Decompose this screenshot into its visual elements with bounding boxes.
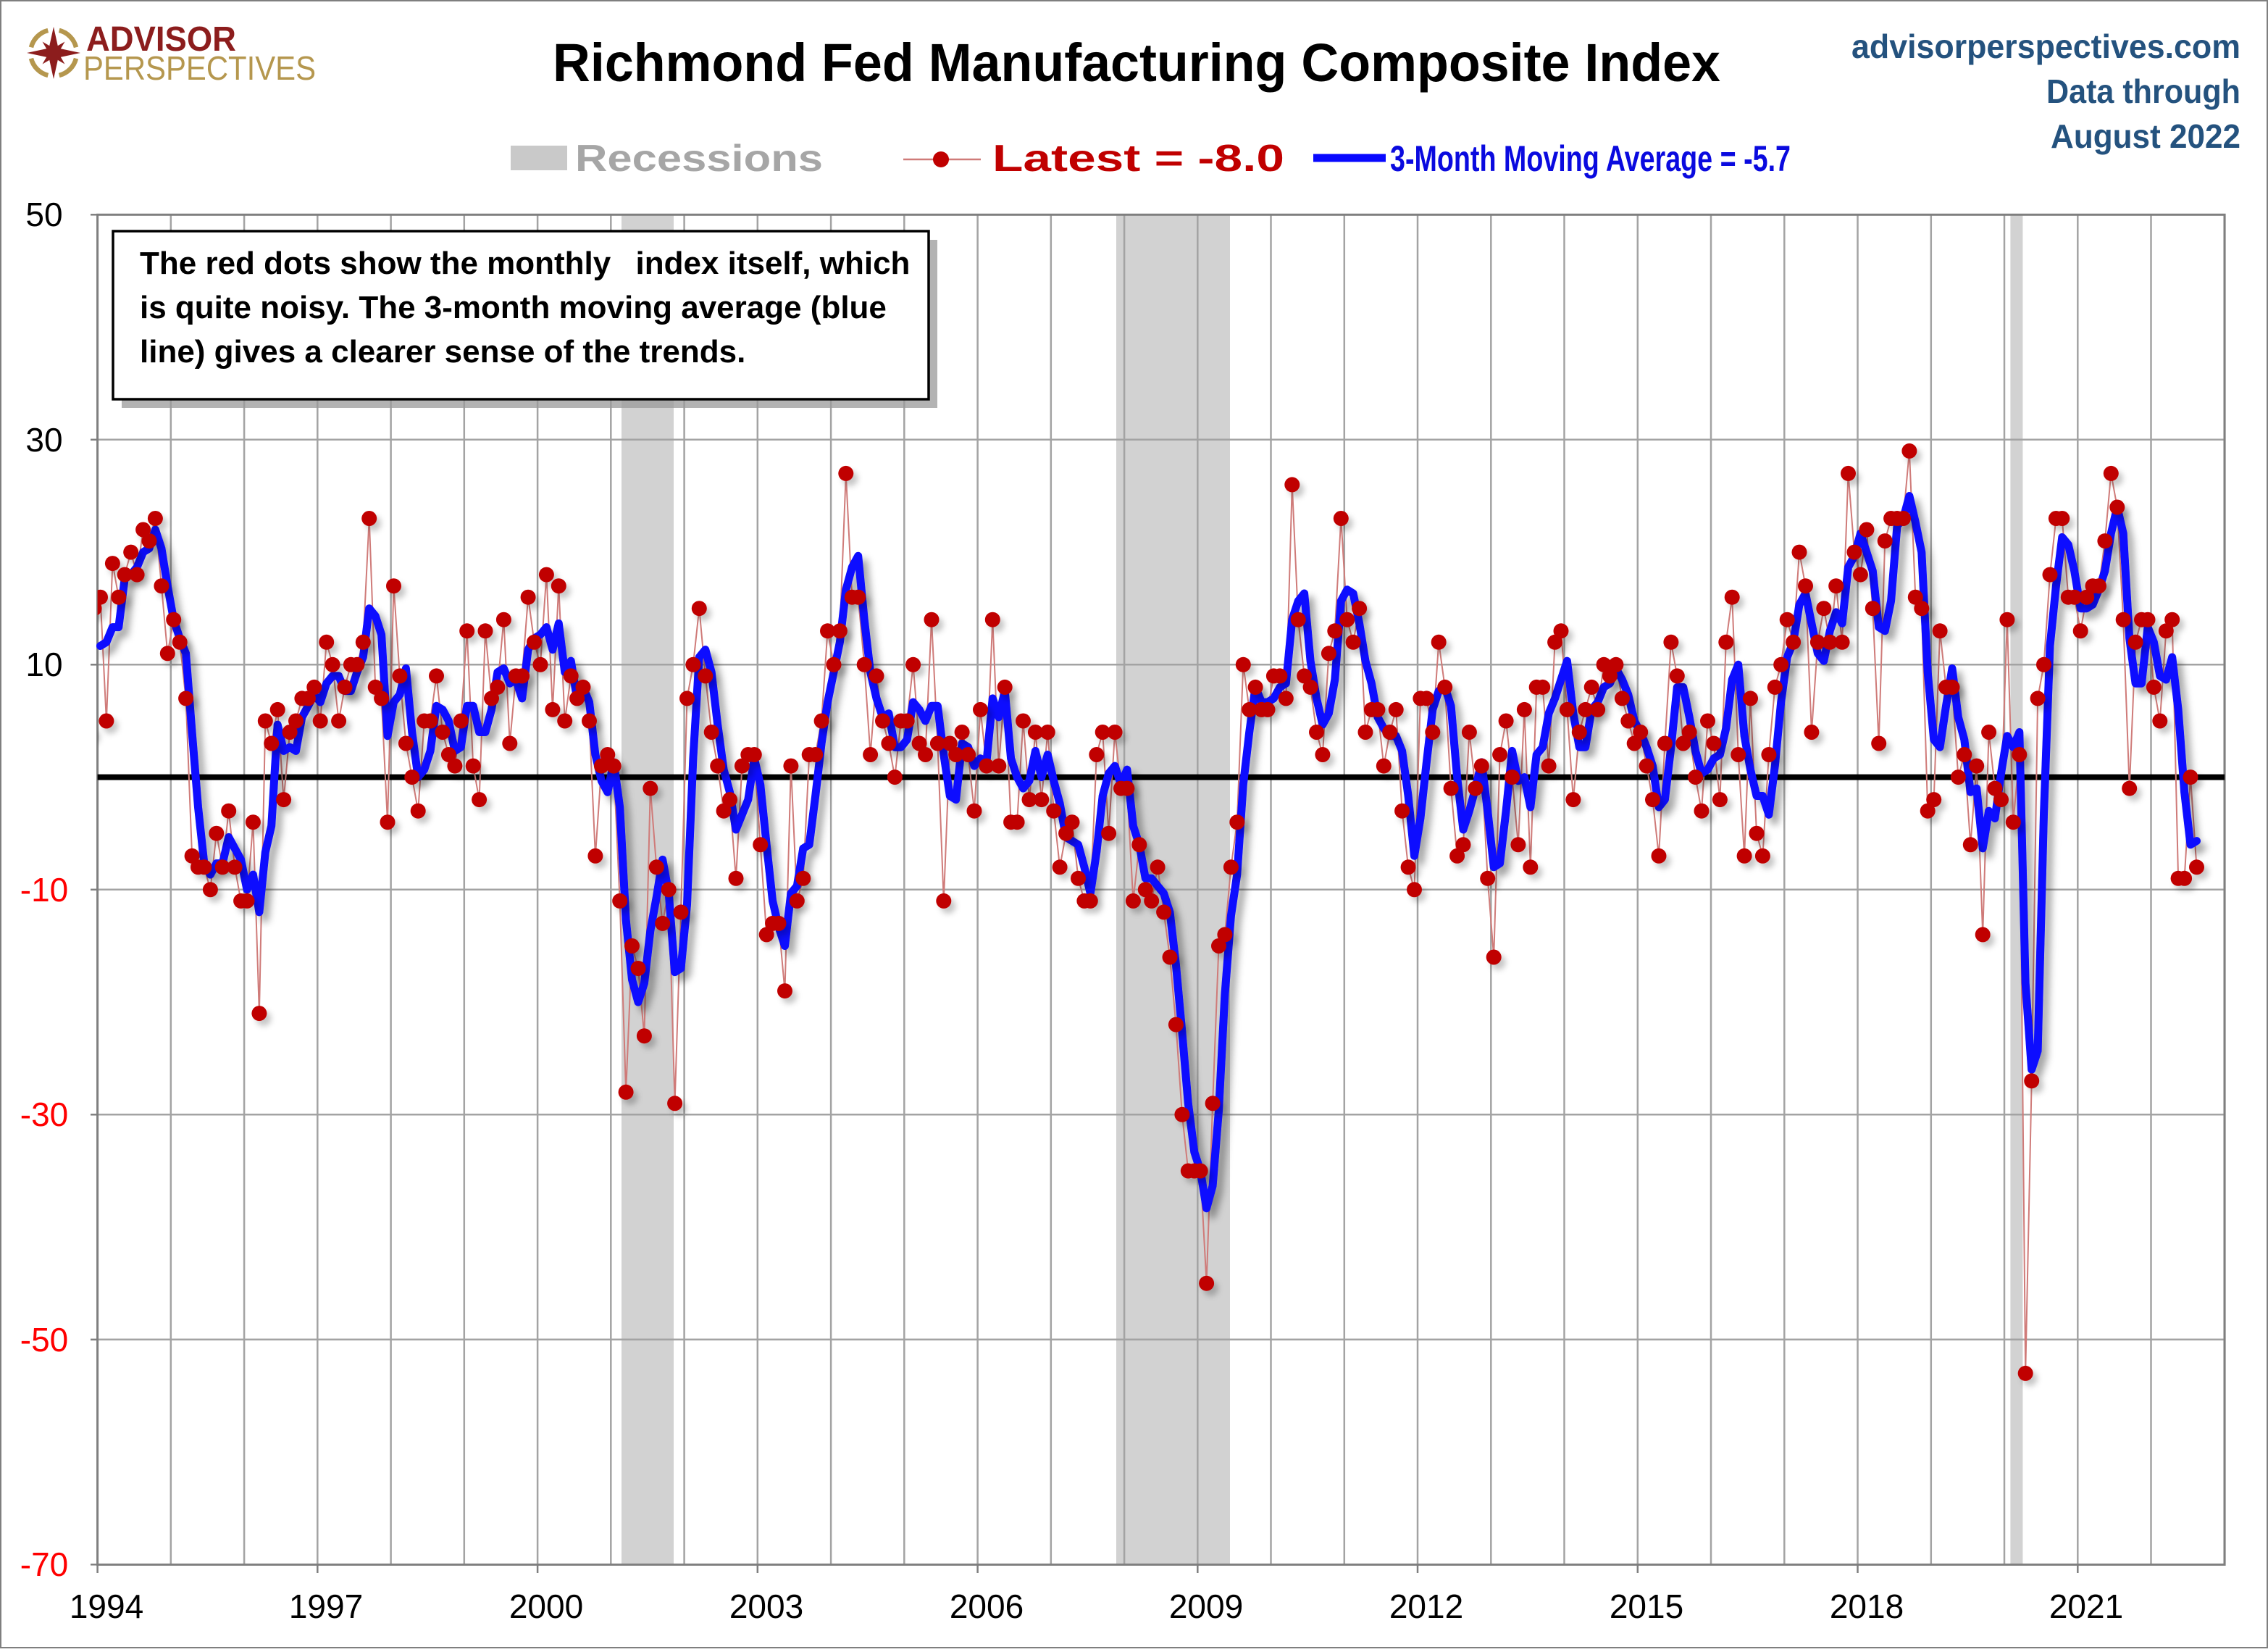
svg-text:1997: 1997 bbox=[289, 1588, 363, 1625]
svg-text:2021: 2021 bbox=[2049, 1588, 2123, 1625]
svg-text:August 2022: August 2022 bbox=[2051, 117, 2240, 155]
svg-text:PERSPECTIVES: PERSPECTIVES bbox=[83, 49, 316, 87]
svg-text:-10: -10 bbox=[20, 871, 68, 909]
svg-text:2009: 2009 bbox=[1169, 1588, 1243, 1625]
svg-text:1994: 1994 bbox=[70, 1588, 143, 1625]
svg-text:2000: 2000 bbox=[509, 1588, 583, 1625]
svg-text:Latest = -8.0: Latest = -8.0 bbox=[992, 138, 1284, 180]
svg-text:50: 50 bbox=[25, 196, 62, 233]
svg-text:Richmond Fed Manufacturing Com: Richmond Fed Manufacturing Composite Ind… bbox=[553, 33, 1720, 93]
svg-text:3-Month Moving Average = -5.7: 3-Month Moving Average = -5.7 bbox=[1390, 138, 1791, 179]
svg-text:2018: 2018 bbox=[1830, 1588, 1904, 1625]
svg-text:Recessions: Recessions bbox=[575, 138, 823, 180]
svg-text:2003: 2003 bbox=[729, 1588, 803, 1625]
svg-text:2006: 2006 bbox=[950, 1588, 1024, 1625]
svg-text:Data through: Data through bbox=[2046, 72, 2240, 110]
svg-text:-50: -50 bbox=[20, 1321, 68, 1359]
svg-text:line) gives a clearer sense of: line) gives a clearer sense of the trend… bbox=[140, 334, 745, 370]
svg-text:advisorperspectives.com: advisorperspectives.com bbox=[1851, 28, 2240, 65]
svg-text:is quite noisy. The 3-month mo: is quite noisy. The 3-month moving avera… bbox=[140, 290, 887, 325]
svg-text:30: 30 bbox=[25, 421, 62, 459]
svg-text:10: 10 bbox=[25, 646, 62, 683]
svg-text:-30: -30 bbox=[20, 1096, 68, 1133]
svg-text:2015: 2015 bbox=[1610, 1588, 1683, 1625]
svg-text:ADVISOR: ADVISOR bbox=[86, 20, 236, 59]
svg-text:2012: 2012 bbox=[1389, 1588, 1463, 1625]
svg-text:-70: -70 bbox=[20, 1545, 68, 1583]
svg-text:The red dots show the monthly: The red dots show the monthly index itse… bbox=[140, 246, 910, 281]
